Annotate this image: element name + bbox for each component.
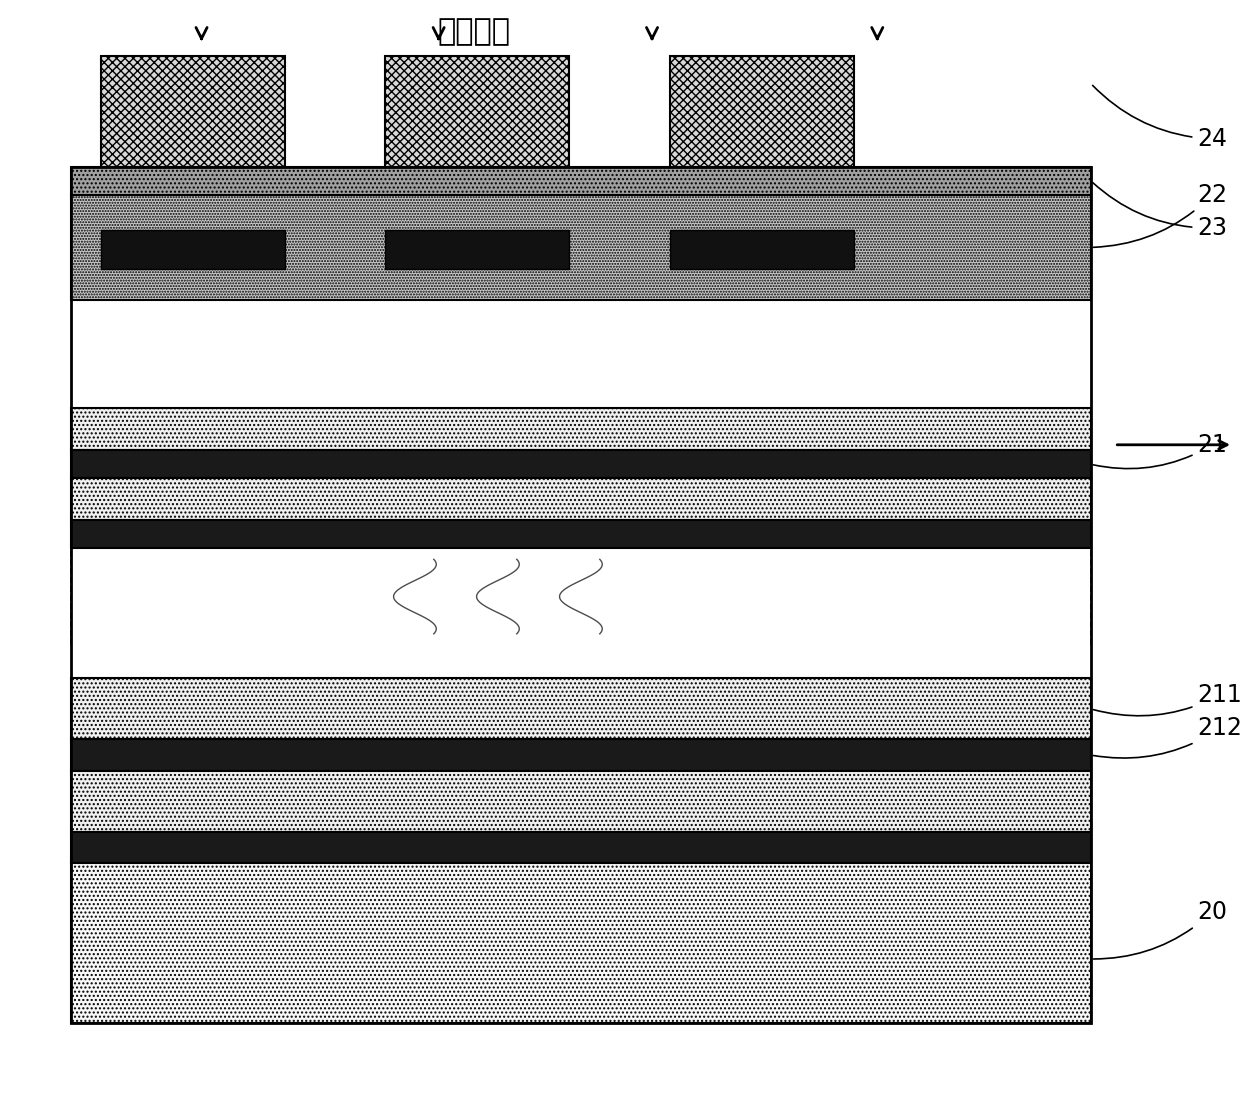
- Bar: [71, 739, 1091, 771]
- Bar: [71, 450, 1091, 478]
- Bar: [71, 167, 1091, 1023]
- Bar: [670, 56, 853, 167]
- Bar: [386, 230, 569, 269]
- Bar: [71, 863, 1091, 1023]
- Text: 212: 212: [1094, 716, 1240, 758]
- Text: 入射光子: 入射光子: [438, 17, 511, 46]
- Bar: [670, 230, 853, 269]
- Bar: [71, 408, 1091, 450]
- Bar: [71, 678, 1091, 739]
- Bar: [71, 195, 1091, 300]
- Bar: [100, 230, 284, 269]
- Text: 22: 22: [1094, 182, 1228, 247]
- Bar: [71, 167, 1091, 195]
- Text: 23: 23: [1092, 182, 1228, 240]
- Text: 20: 20: [1094, 900, 1228, 959]
- Text: 24: 24: [1092, 86, 1228, 151]
- Text: 211: 211: [1094, 683, 1240, 716]
- Bar: [100, 56, 284, 167]
- Bar: [71, 478, 1091, 520]
- Text: 21: 21: [1094, 433, 1228, 468]
- Bar: [71, 520, 1091, 548]
- Bar: [71, 771, 1091, 832]
- Bar: [386, 56, 569, 167]
- Bar: [71, 832, 1091, 863]
